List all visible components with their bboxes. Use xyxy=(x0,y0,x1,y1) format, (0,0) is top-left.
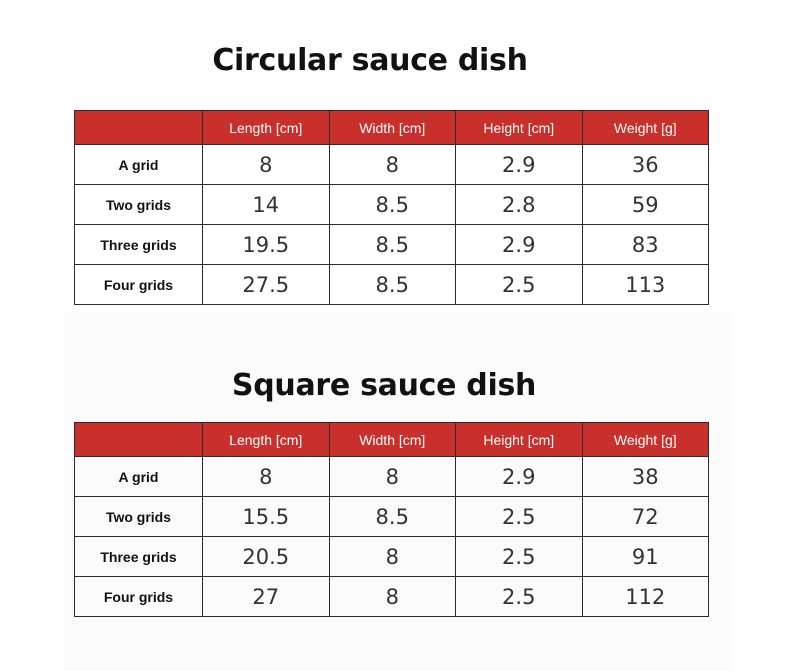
height-cell: 2.9 xyxy=(455,144,583,185)
weight-cell: 91 xyxy=(581,536,709,577)
width-cell: 8 xyxy=(328,536,456,577)
length-cell: 27 xyxy=(202,576,330,617)
table-row: Three grids 20.5 8 2.5 91 xyxy=(74,536,709,577)
weight-cell: 36 xyxy=(581,144,709,185)
height-cell: 2.5 xyxy=(455,496,583,537)
row-label: Two grids xyxy=(74,496,203,537)
row-label: Four grids xyxy=(74,576,203,617)
header-length: Length [cm] xyxy=(202,422,330,457)
circular-dish-title: Circular sauce dish xyxy=(212,43,528,78)
width-cell: 8 xyxy=(328,456,456,497)
row-label: A grid xyxy=(74,144,203,185)
row-label: Three grids xyxy=(74,224,203,265)
circular-dish-table: Length [cm] Width [cm] Height [cm] Weigh… xyxy=(74,110,709,305)
weight-cell: 112 xyxy=(581,576,709,617)
header-width: Width [cm] xyxy=(328,422,456,457)
height-cell: 2.9 xyxy=(455,456,583,497)
length-cell: 20.5 xyxy=(202,536,330,577)
square-dish-title: Square sauce dish xyxy=(231,368,537,403)
height-cell: 2.5 xyxy=(455,536,583,577)
table-row: Four grids 27.5 8.5 2.5 113 xyxy=(74,264,709,305)
row-label: Two grids xyxy=(74,184,203,225)
width-cell: 8.5 xyxy=(328,184,456,225)
weight-cell: 72 xyxy=(581,496,709,537)
width-cell: 8 xyxy=(328,144,456,185)
width-cell: 8 xyxy=(328,576,456,617)
table-header-row: Length [cm] Width [cm] Height [cm] Weigh… xyxy=(74,422,709,457)
row-label: A grid xyxy=(74,456,203,497)
weight-cell: 113 xyxy=(581,264,709,305)
height-cell: 2.5 xyxy=(455,264,583,305)
table-row: A grid 8 8 2.9 36 xyxy=(74,144,709,185)
header-weight: Weight [g] xyxy=(581,110,709,145)
height-cell: 2.8 xyxy=(455,184,583,225)
row-label: Three grids xyxy=(74,536,203,577)
row-label: Four grids xyxy=(74,264,203,305)
weight-cell: 83 xyxy=(581,224,709,265)
height-cell: 2.5 xyxy=(455,576,583,617)
header-cell-empty xyxy=(74,422,203,457)
table-row: Two grids 15.5 8.5 2.5 72 xyxy=(74,496,709,537)
header-height: Height [cm] xyxy=(455,110,583,145)
table-row: Two grids 14 8.5 2.8 59 xyxy=(74,184,709,225)
width-cell: 8.5 xyxy=(328,496,456,537)
square-dish-table: Length [cm] Width [cm] Height [cm] Weigh… xyxy=(74,422,709,617)
table-row: A grid 8 8 2.9 38 xyxy=(74,456,709,497)
header-length: Length [cm] xyxy=(202,110,330,145)
length-cell: 8 xyxy=(202,144,330,185)
length-cell: 19.5 xyxy=(202,224,330,265)
width-cell: 8.5 xyxy=(328,224,456,265)
length-cell: 15.5 xyxy=(202,496,330,537)
width-cell: 8.5 xyxy=(328,264,456,305)
length-cell: 8 xyxy=(202,456,330,497)
header-weight: Weight [g] xyxy=(581,422,709,457)
table-row: Four grids 27 8 2.5 112 xyxy=(74,576,709,617)
length-cell: 14 xyxy=(202,184,330,225)
weight-cell: 59 xyxy=(581,184,709,225)
table-header-row: Length [cm] Width [cm] Height [cm] Weigh… xyxy=(74,110,709,145)
table-row: Three grids 19.5 8.5 2.9 83 xyxy=(74,224,709,265)
height-cell: 2.9 xyxy=(455,224,583,265)
header-cell-empty xyxy=(74,110,203,145)
header-width: Width [cm] xyxy=(328,110,456,145)
weight-cell: 38 xyxy=(581,456,709,497)
header-height: Height [cm] xyxy=(455,422,583,457)
length-cell: 27.5 xyxy=(202,264,330,305)
